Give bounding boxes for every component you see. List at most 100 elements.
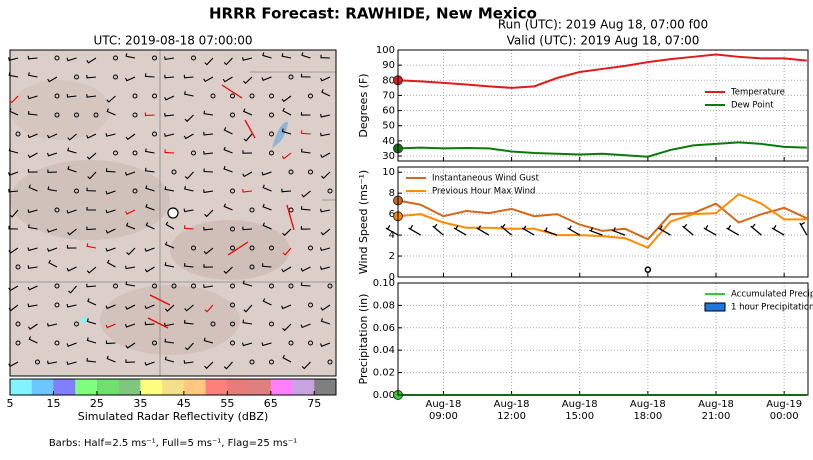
map-barb: [164, 133, 175, 137]
y-tick-label: 2: [389, 251, 395, 262]
map-barb: [8, 304, 19, 312]
map-calm: [152, 131, 157, 137]
map-barb: [9, 95, 19, 104]
barbs-note: Barbs: Half=2.5 ms⁻¹, Full=5 ms⁻¹, Flag=…: [49, 438, 297, 449]
panel-frame: [397, 49, 809, 162]
map-calm: [113, 150, 118, 156]
map-barb: [125, 53, 136, 59]
map-barb: [320, 304, 331, 311]
map-barb: [66, 57, 77, 62]
colorbar-tick-label: 25: [90, 397, 104, 410]
colorbar-cell: [227, 379, 250, 395]
x-tick-label: Aug-18 18:00: [630, 399, 666, 422]
terrain: [10, 160, 170, 240]
y-tick-label: 0.10: [373, 278, 395, 289]
map-barb: [47, 360, 58, 365]
map-barb: [184, 304, 194, 312]
map-barb: [184, 171, 194, 180]
map-barb: [320, 152, 331, 159]
map-barb: [281, 188, 292, 193]
line: [397, 199, 808, 241]
map-calm: [15, 131, 21, 137]
map-barb: [243, 76, 253, 85]
map-calm: [288, 340, 294, 346]
wind-barb: [408, 224, 422, 236]
map-calm: [249, 264, 255, 270]
map-barb: [223, 127, 233, 135]
map-calm: [54, 93, 60, 99]
map-barb: [105, 209, 116, 214]
map-barb: [183, 133, 194, 140]
map-calm: [152, 340, 157, 346]
map-barb: [242, 280, 253, 287]
map-barb: [67, 285, 77, 294]
map-barb: [242, 226, 253, 231]
calm-barb: [644, 266, 652, 273]
y-tick-label: 8: [389, 188, 395, 199]
map-barb: [47, 247, 58, 252]
map-barb: [281, 53, 292, 59]
run-title: Run (UTC): 2019 Aug 18, 07:00 f00: [498, 18, 708, 32]
map-barb: [183, 262, 194, 268]
y-tick-label: 10: [382, 167, 395, 178]
map-barb: [164, 262, 175, 268]
map-barb-strong: [147, 317, 169, 329]
map-calm: [269, 321, 274, 327]
map-barb-strong: [149, 294, 171, 306]
map-barb: [203, 284, 214, 289]
panel: [398, 167, 808, 277]
map-barb: [86, 266, 97, 274]
map-barb: [144, 266, 155, 273]
colorbar-cell: [183, 379, 206, 395]
map-barb: [28, 184, 38, 192]
map-barb: [203, 189, 214, 194]
map-calm: [15, 321, 21, 327]
map-barb: [8, 188, 19, 193]
map-barb: [67, 147, 77, 154]
map-calm: [54, 283, 60, 289]
map-calm: [171, 169, 177, 175]
map-barb: [105, 247, 116, 252]
y-tick-label: 80: [382, 75, 395, 86]
map-barb: [67, 228, 77, 236]
map-barb: [241, 342, 253, 347]
map-barb: [300, 148, 311, 154]
map-barb: [164, 186, 175, 192]
colorbar-tick-label: 5: [7, 397, 14, 410]
map-calm: [308, 169, 313, 175]
map-calm: [269, 283, 274, 289]
map-barb: [223, 146, 233, 154]
map-barb: [281, 266, 292, 273]
map-barb: [125, 209, 136, 215]
map-barb: [282, 107, 292, 116]
map-barb: [164, 74, 175, 79]
y-tick-label: 100: [376, 45, 395, 56]
map-barb: [164, 322, 175, 327]
map-calm: [327, 283, 333, 289]
map-barb: [164, 112, 175, 117]
map-barb: [47, 76, 58, 83]
map-barb: [125, 133, 136, 141]
map-barb: [144, 321, 155, 326]
terrain: [170, 220, 290, 280]
y-tick-label: 70: [382, 90, 395, 101]
map-calm: [15, 340, 21, 346]
terrain: [100, 285, 240, 355]
map-calm: [230, 321, 235, 327]
map-calm: [230, 188, 235, 194]
map-barb: [261, 171, 272, 176]
map-barb: [144, 167, 155, 173]
map-barb: [261, 342, 272, 347]
map-barb-strong: [286, 204, 295, 231]
map-barb: [262, 222, 272, 230]
map-barb: [223, 57, 233, 66]
map-barb: [203, 226, 214, 231]
map-barb: [184, 185, 194, 192]
map-barb: [48, 259, 58, 268]
map-barb: [46, 228, 58, 233]
y-tick-label: 50: [382, 121, 395, 132]
map-barb: [164, 149, 175, 154]
map-barb: [203, 168, 214, 173]
map-barb: [242, 57, 253, 61]
colorbar-label: Simulated Radar Reflectivity (dBZ): [78, 410, 269, 423]
